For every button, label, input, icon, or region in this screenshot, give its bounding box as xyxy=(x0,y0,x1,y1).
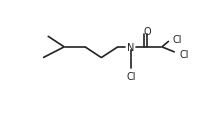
Text: O: O xyxy=(143,27,151,37)
Text: Cl: Cl xyxy=(179,49,189,59)
Text: Cl: Cl xyxy=(126,72,135,82)
Text: N: N xyxy=(127,42,135,52)
Text: Cl: Cl xyxy=(172,35,182,45)
